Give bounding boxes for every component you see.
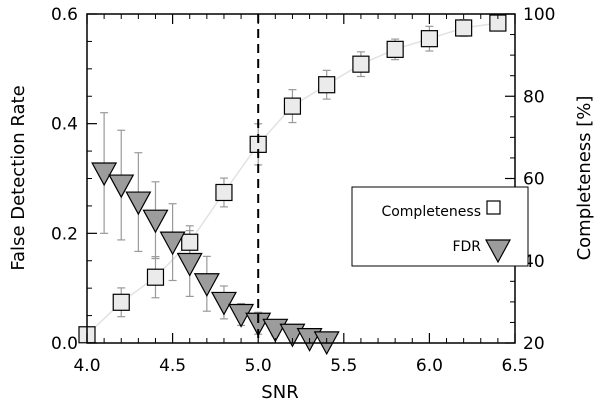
completeness-point: [215, 183, 233, 202]
legend: Completeness FDR: [351, 186, 529, 267]
y2-axis-label: Completeness [%]: [574, 96, 595, 261]
x-tick-label: 6.0: [416, 356, 443, 376]
completeness-point: [352, 55, 370, 73]
x-tick-label: 4.0: [73, 356, 100, 376]
fdr-point: [210, 291, 237, 316]
completeness-connector-layer: [86, 22, 498, 336]
y2-tick-label: 100: [523, 5, 555, 25]
completeness-point: [112, 293, 130, 311]
completeness-point: [181, 233, 199, 251]
legend-square-icon: [486, 200, 501, 215]
y2-tick-label: 20: [523, 334, 545, 354]
completeness-point: [283, 97, 302, 115]
x-tick-label: 4.5: [159, 356, 186, 376]
y-tick-label: 0.2: [51, 224, 78, 244]
fdr-point: [142, 209, 169, 234]
y-tick-label: 0.6: [51, 5, 78, 25]
completeness-point: [386, 40, 404, 58]
fdr-point: [176, 252, 203, 277]
plot-frame: [86, 13, 516, 344]
completeness-point: [318, 76, 336, 94]
errorbar-layer: [100, 18, 502, 344]
completeness-point: [455, 19, 473, 37]
fdr-point: [193, 273, 220, 298]
x-tick-label: 5.5: [330, 356, 357, 376]
marker-layer: [78, 14, 507, 356]
y-tick-label: 0.4: [51, 115, 78, 135]
x-tick-label: 6.5: [501, 356, 528, 376]
fdr-point: [159, 231, 186, 256]
legend-label-fdr: FDR: [452, 239, 481, 255]
y2-tick-label: 60: [523, 170, 545, 190]
y2-tick-label: 80: [523, 87, 545, 107]
fdr-point: [91, 162, 118, 187]
y-axis-label: False Detection Rate: [8, 85, 29, 270]
y-tick-label: 0.0: [51, 334, 78, 354]
x-tick-label: 5.0: [245, 356, 272, 376]
fdr-point: [108, 174, 135, 199]
completeness-point: [146, 268, 165, 286]
legend-triangle-icon: [484, 239, 512, 264]
completeness-point: [420, 30, 438, 48]
fdr-point: [125, 191, 152, 216]
legend-label-completeness: Completeness: [381, 204, 481, 220]
tick-labels: 4.0 4.5 5.0 5.5 6.0 6.50.00.20.40.62040608010…: [51, 5, 556, 376]
tick-marks: [86, 13, 516, 344]
x-axis-label: SNR: [261, 382, 298, 403]
completeness-connector-line: [86, 22, 498, 336]
